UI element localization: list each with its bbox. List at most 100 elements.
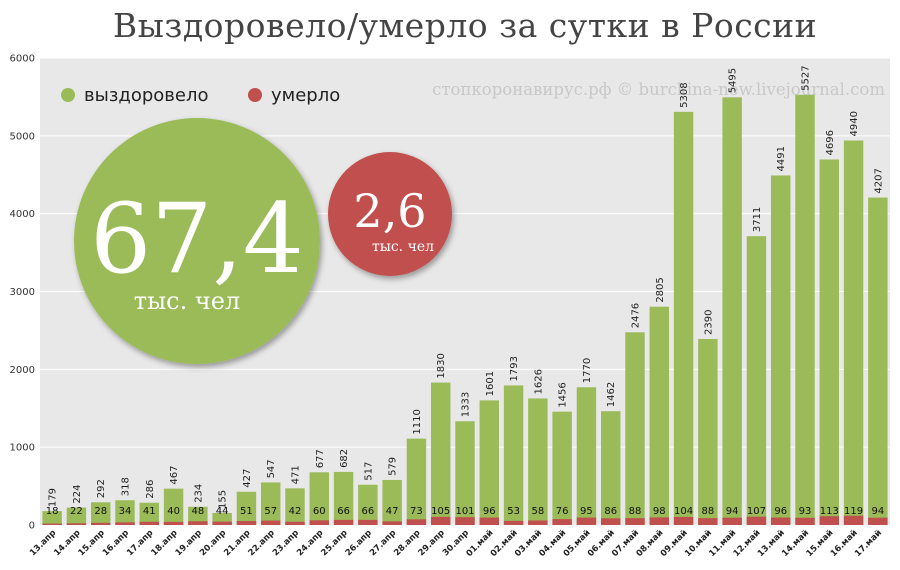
data-label-recovered: 292 <box>96 479 107 498</box>
y-tick-label: 3000 <box>10 287 35 298</box>
bar-recovered <box>431 382 451 525</box>
bar-recovered <box>382 479 402 525</box>
bar-died <box>771 517 791 525</box>
data-label-died: 58 <box>531 506 544 517</box>
data-label-died: 18 <box>46 506 59 517</box>
data-label-recovered: 471 <box>291 465 302 484</box>
data-label-died: 113 <box>820 506 839 517</box>
total-recovered-unit: тыс. чел <box>134 287 240 315</box>
data-label-recovered: 318 <box>121 477 132 496</box>
bar-recovered <box>528 398 548 525</box>
bar-recovered <box>236 491 257 525</box>
bars: 1791822422292283183428641467402344815544… <box>42 65 888 526</box>
data-label-died: 47 <box>386 506 399 517</box>
y-tick-label: 1000 <box>10 443 35 454</box>
total-recovered-value: 67,4 <box>90 183 304 295</box>
bar-died <box>309 520 329 525</box>
bar-died <box>843 515 864 525</box>
data-label-recovered: 2805 <box>655 277 666 302</box>
bar-died <box>285 521 305 525</box>
bar-died <box>746 516 767 525</box>
bar-recovered <box>358 484 378 525</box>
bar-died <box>42 523 62 525</box>
bar-recovered <box>673 111 694 526</box>
data-label-died: 104 <box>674 506 693 517</box>
data-label-recovered: 427 <box>242 469 253 488</box>
data-label-died: 51 <box>240 506 253 517</box>
bar-died <box>236 521 257 525</box>
data-label-recovered: 579 <box>388 457 399 476</box>
data-label-died: 95 <box>580 506 593 517</box>
bar-died <box>819 516 839 525</box>
total-recovered-circle <box>74 118 320 364</box>
legend-marker-died <box>248 88 262 102</box>
data-label-recovered: 677 <box>315 449 326 468</box>
legend-label-recovered: выздоровело <box>84 85 209 106</box>
bar-died <box>91 522 111 525</box>
data-label-died: 60 <box>313 506 326 517</box>
data-label-died: 40 <box>167 506 180 517</box>
bar-recovered <box>795 94 815 525</box>
data-label-died: 53 <box>507 506 520 517</box>
data-label-recovered: 1770 <box>582 358 593 383</box>
data-label-recovered: 2476 <box>631 303 642 328</box>
bar-died <box>625 518 645 525</box>
data-label-recovered: 1601 <box>485 371 496 396</box>
bar-died <box>163 521 184 525</box>
x-axis: 13.апр14.апр15.апр16.апр17.апр18.апр19.а… <box>28 528 884 559</box>
data-label-died: 94 <box>871 506 884 517</box>
bar-died <box>528 520 548 525</box>
bar-died <box>382 521 402 525</box>
bar-died <box>698 518 718 525</box>
legend-marker-recovered <box>61 88 75 102</box>
bar-recovered <box>819 159 839 525</box>
data-label-died: 73 <box>410 506 423 517</box>
bar-died <box>455 517 475 525</box>
total-died-bubble: 2,6 тыс. чел <box>328 152 452 276</box>
bar-recovered <box>188 506 208 525</box>
data-label-died: 28 <box>94 506 107 517</box>
data-label-died: 76 <box>556 506 569 517</box>
data-label-recovered: 682 <box>339 449 350 468</box>
data-label-died: 96 <box>774 506 787 517</box>
x-tick-label: 17.май <box>853 528 884 559</box>
legend: выздоровело умерло <box>61 85 340 106</box>
bar-recovered <box>625 332 645 525</box>
bar-recovered <box>42 511 62 525</box>
bar-recovered <box>649 306 669 525</box>
data-label-died: 66 <box>361 506 374 517</box>
y-tick-label: 0 <box>29 521 35 532</box>
y-tick-label: 2000 <box>10 365 35 376</box>
bar-recovered <box>698 338 718 525</box>
data-label-recovered: 2390 <box>703 310 714 335</box>
bar-died <box>212 521 232 525</box>
bar-died <box>431 516 451 525</box>
total-recovered-bubble: 67,4 тыс. чел <box>74 118 320 364</box>
data-label-died: 119 <box>844 506 863 517</box>
bar-recovered <box>261 482 281 525</box>
data-label-died: 105 <box>431 506 450 517</box>
bar-recovered <box>746 236 767 525</box>
data-label-recovered: 517 <box>363 462 374 481</box>
y-tick-label: 4000 <box>10 209 35 220</box>
total-died-circle <box>328 152 452 276</box>
bar-recovered <box>843 140 864 525</box>
bar-died <box>139 521 159 525</box>
data-label-recovered: 3711 <box>752 207 763 232</box>
data-label-recovered: 155 <box>218 490 229 509</box>
data-label-recovered: 1462 <box>606 382 617 407</box>
bar-died <box>722 517 742 525</box>
bar-died <box>66 523 87 525</box>
bar-recovered <box>576 387 597 525</box>
data-label-died: 34 <box>119 506 132 517</box>
bar-died <box>795 517 815 525</box>
data-label-recovered: 1110 <box>412 409 423 434</box>
bar-died <box>333 519 354 525</box>
bar-died <box>649 517 669 525</box>
bar-died <box>552 519 572 525</box>
bar-died <box>188 521 208 525</box>
data-label-recovered: 1626 <box>533 369 544 394</box>
data-label-died: 88 <box>629 506 642 517</box>
data-label-died: 86 <box>604 506 617 517</box>
